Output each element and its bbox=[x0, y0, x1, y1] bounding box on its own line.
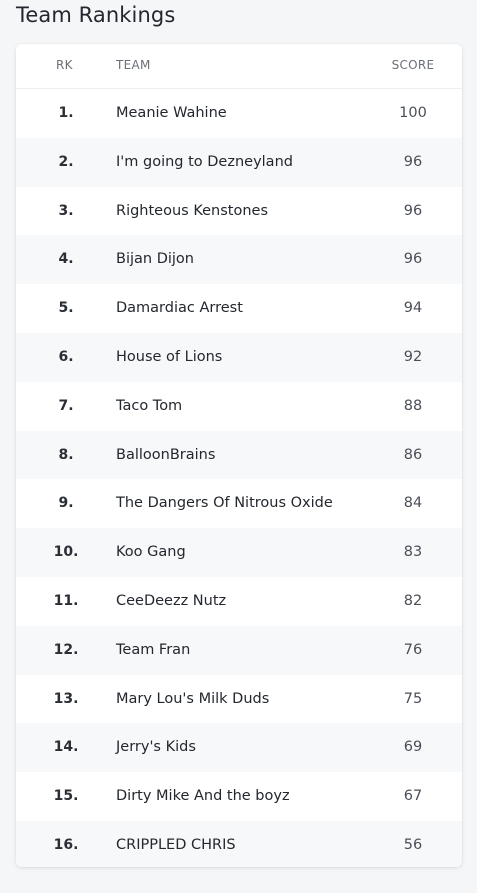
score-cell: 100 bbox=[399, 105, 427, 121]
team-name-cell[interactable]: Koo Gang bbox=[116, 544, 186, 561]
score-cell: 96 bbox=[403, 202, 423, 219]
team-name-cell[interactable]: Righteous Kenstones bbox=[116, 202, 269, 219]
table-row[interactable]: 4. Bijan Dijon 96 bbox=[16, 235, 462, 285]
score-cell: 75 bbox=[403, 690, 423, 707]
table-row[interactable]: 11. CeeDeezz Nutz 82 bbox=[16, 577, 462, 626]
score-cell: 83 bbox=[403, 544, 423, 561]
header-score[interactable]: SCORE bbox=[391, 58, 435, 72]
rank-cell: 3. bbox=[58, 202, 74, 219]
table-row[interactable]: 13. Mary Lou's Milk Duds 75 bbox=[16, 675, 462, 724]
score-cell: 94 bbox=[403, 300, 423, 317]
table-row[interactable]: 15. Dirty Mike And the boyz 67 bbox=[16, 772, 462, 821]
rank-cell: 7. bbox=[58, 397, 74, 414]
rank-cell: 11. bbox=[53, 592, 79, 609]
score-cell: 92 bbox=[403, 348, 423, 365]
score-cell: 67 bbox=[403, 788, 423, 805]
table-row[interactable]: 9. The Dangers Of Nitrous Oxide 84 bbox=[16, 479, 462, 528]
score-cell: 96 bbox=[403, 153, 423, 170]
team-name-cell[interactable]: Taco Tom bbox=[116, 397, 183, 414]
rank-cell: 10. bbox=[53, 544, 79, 561]
team-name-cell[interactable]: Team Fran bbox=[116, 641, 191, 658]
rank-cell: 4. bbox=[58, 251, 74, 268]
page-title: Team Rankings bbox=[16, 3, 176, 27]
team-name-cell[interactable]: CRIPPLED CHRIS bbox=[116, 836, 236, 853]
rank-cell: 6. bbox=[58, 348, 74, 365]
score-cell: 88 bbox=[403, 397, 423, 414]
rank-cell: 1. bbox=[58, 105, 74, 121]
score-cell: 69 bbox=[403, 739, 423, 756]
team-name-cell[interactable]: BalloonBrains bbox=[116, 446, 216, 463]
table-row[interactable]: 2. I'm going to Dezneyland 96 bbox=[16, 137, 462, 187]
rank-cell: 8. bbox=[58, 446, 74, 463]
table-row[interactable]: 3. Righteous Kenstones 96 bbox=[16, 187, 462, 236]
rank-cell: 16. bbox=[53, 836, 79, 853]
rank-cell: 15. bbox=[53, 788, 79, 805]
table-row[interactable]: 10. Koo Gang 83 bbox=[16, 528, 462, 577]
table-row[interactable]: 5. Damardiac Arrest 94 bbox=[16, 284, 462, 333]
table-row[interactable]: 8. BalloonBrains 86 bbox=[16, 430, 462, 480]
score-cell: 96 bbox=[403, 251, 423, 268]
team-name-cell[interactable]: Meanie Wahine bbox=[116, 105, 227, 121]
team-name-cell[interactable]: Dirty Mike And the boyz bbox=[116, 788, 290, 805]
team-name-cell[interactable]: I'm going to Dezneyland bbox=[116, 153, 293, 170]
table-row[interactable]: 12. Team Fran 76 bbox=[16, 625, 462, 675]
team-name-cell[interactable]: The Dangers Of Nitrous Oxide bbox=[116, 495, 333, 512]
team-name-cell[interactable]: Jerry's Kids bbox=[116, 739, 196, 756]
header-rank[interactable]: RK bbox=[56, 58, 73, 72]
team-name-cell[interactable]: Damardiac Arrest bbox=[116, 300, 243, 317]
table-row[interactable]: 6. House of Lions 92 bbox=[16, 332, 462, 382]
team-name-cell[interactable]: Mary Lou's Milk Duds bbox=[116, 690, 270, 707]
table-row[interactable]: 1. Meanie Wahine 100 bbox=[16, 89, 462, 138]
rank-cell: 2. bbox=[58, 153, 74, 170]
score-cell: 56 bbox=[403, 836, 423, 853]
table-row[interactable]: 7. Taco Tom 88 bbox=[16, 382, 462, 431]
score-cell: 76 bbox=[403, 641, 423, 658]
table-body: 1. Meanie Wahine 100 2. I'm going to Dez… bbox=[16, 89, 462, 867]
rank-cell: 5. bbox=[58, 300, 74, 317]
score-cell: 84 bbox=[403, 495, 423, 512]
header-team[interactable]: TEAM bbox=[116, 58, 151, 72]
team-name-cell[interactable]: Bijan Dijon bbox=[116, 251, 194, 268]
rank-cell: 14. bbox=[53, 739, 79, 756]
rank-cell: 12. bbox=[53, 641, 79, 658]
score-cell: 82 bbox=[403, 592, 423, 609]
rank-cell: 13. bbox=[53, 690, 79, 707]
rank-cell: 9. bbox=[58, 495, 74, 512]
table-row[interactable]: 16. CRIPPLED CHRIS 56 bbox=[16, 820, 462, 867]
team-name-cell[interactable]: CeeDeezz Nutz bbox=[116, 592, 227, 609]
rankings-table: RK TEAM SCORE 1. Meanie Wahine 100 2. I'… bbox=[16, 44, 462, 867]
table-header: RK TEAM SCORE bbox=[16, 44, 462, 89]
team-name-cell[interactable]: House of Lions bbox=[116, 348, 223, 365]
score-cell: 86 bbox=[403, 446, 423, 463]
table-row[interactable]: 14. Jerry's Kids 69 bbox=[16, 723, 462, 773]
